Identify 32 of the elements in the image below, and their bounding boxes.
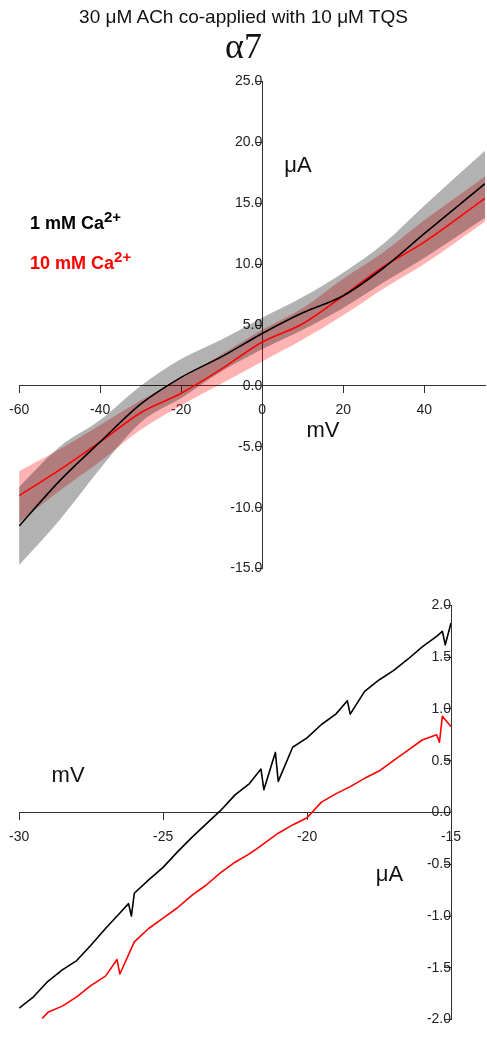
- x-tick-label: -40: [90, 401, 111, 418]
- y-tick-label: -1.5: [426, 958, 452, 975]
- y-tick-label: 5.0: [242, 315, 263, 332]
- y-tick-label: 2.0: [431, 596, 452, 613]
- y-tick-label: 15.0: [234, 194, 263, 211]
- x-tick-label: 20: [335, 401, 352, 418]
- x-tick-label: 40: [416, 401, 433, 418]
- x-tick-label: -30: [9, 827, 30, 844]
- y-tick-label: -10.0: [230, 498, 263, 515]
- x-tick-label: -25: [152, 827, 174, 844]
- y-tick-label: 25.0: [234, 72, 263, 89]
- y-tick-label: -1.0: [426, 906, 452, 923]
- y-tick-label: -5.0: [238, 437, 263, 454]
- y-axis-title: μA: [284, 151, 312, 178]
- x-axis-title: mV: [51, 761, 85, 788]
- y-tick-label: 1.5: [431, 648, 452, 665]
- chart-subtitle: α7: [225, 26, 262, 66]
- y-tick-label: 1.0: [431, 699, 452, 716]
- text: 10 mM Ca$^{2+}$: [30, 246, 132, 275]
- y-tick-label: -15.0: [230, 559, 263, 576]
- x-axis-title: mV: [306, 416, 340, 443]
- y-tick-label: 20.0: [234, 133, 263, 150]
- y-tick-label: 0.5: [431, 751, 452, 768]
- y-tick-label: -0.5: [426, 855, 452, 872]
- y-tick-label: 10.0: [234, 254, 263, 271]
- x-tick-label: -60: [9, 401, 30, 418]
- x-tick-label: -20: [171, 401, 192, 418]
- y-axis-title: μA: [375, 861, 404, 888]
- x-tick-label: -20: [296, 827, 318, 844]
- chart-title: 30 μM ACh co-applied with 10 μM TQS: [78, 6, 409, 28]
- text: 1 mM Ca$^{2+}$: [30, 206, 123, 235]
- y-tick-label: -2.0: [426, 1010, 452, 1027]
